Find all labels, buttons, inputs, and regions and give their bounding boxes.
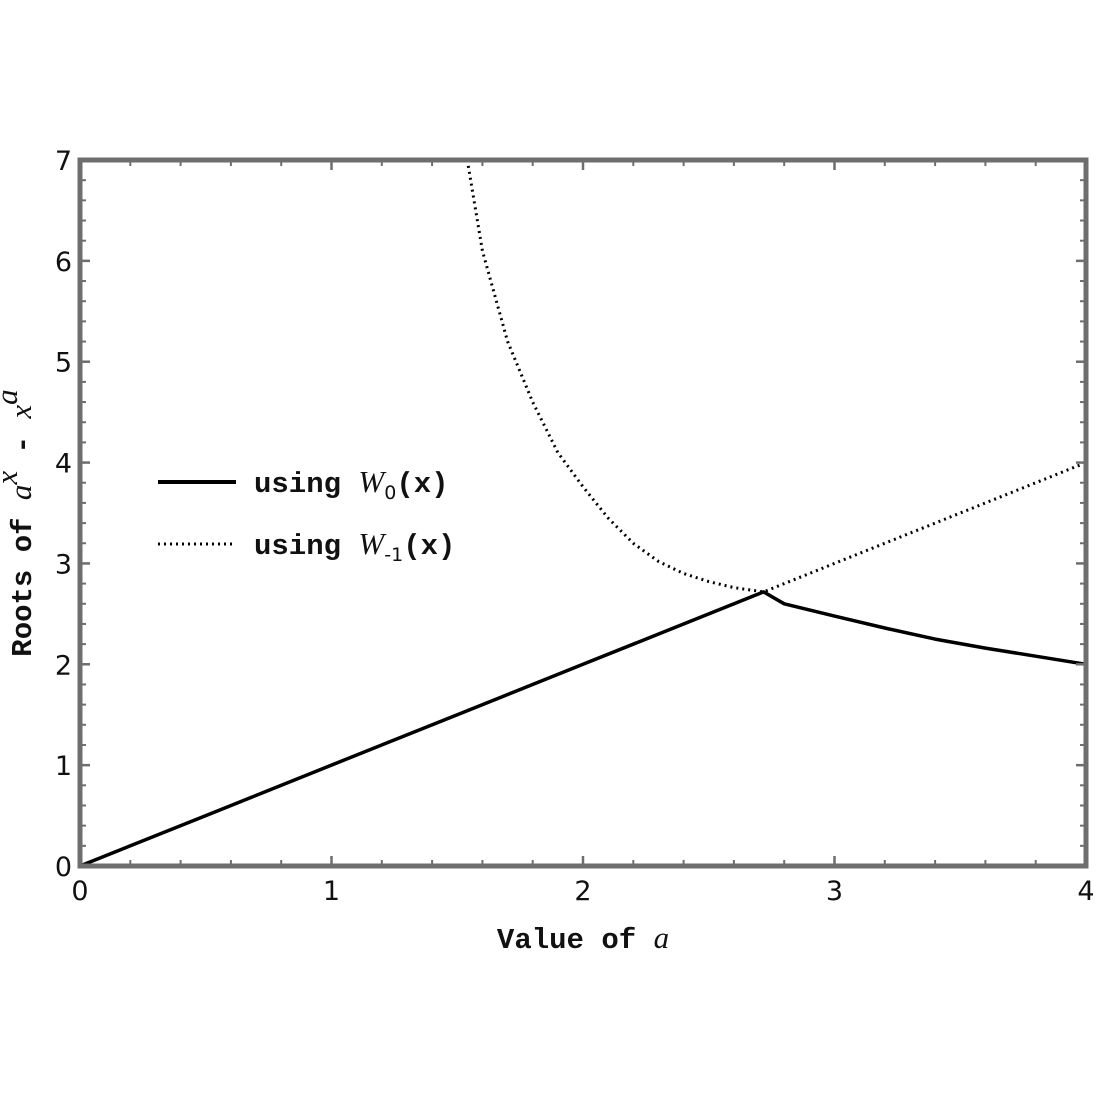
legend-label-w0: using W0(x) <box>254 464 449 504</box>
y-axis-label-prefix: Roots of <box>7 500 40 657</box>
x-axis-label: Value of a <box>497 920 669 957</box>
y-axis-label-base1: a <box>3 485 38 501</box>
series-line-wm1 <box>465 159 1087 594</box>
y-tick-label: 5 <box>55 348 72 379</box>
y-tick-label: 6 <box>55 247 72 278</box>
legend: using W0(x) using W-1(x) <box>158 464 455 566</box>
legend-w0-fn: W <box>358 464 387 499</box>
y-axis-label-sup1: x <box>0 471 24 486</box>
y-tick-label: 4 <box>55 449 72 480</box>
axis-ticks <box>78 158 1088 868</box>
y-tick-label: 1 <box>55 751 72 782</box>
plot-frame <box>77 157 1089 869</box>
x-tick-label: 3 <box>826 876 843 907</box>
legend-wm1-fn: W <box>358 526 387 561</box>
series-line-w0 <box>79 590 1087 868</box>
legend-label-wm1: using W-1(x) <box>254 526 455 566</box>
plot-area <box>79 159 1087 868</box>
y-tick-label: 3 <box>55 549 72 580</box>
tick-labels: 0 1 2 3 4 0 1 2 3 4 5 6 7 <box>55 146 1095 907</box>
y-axis-label: Roots of ax - xa <box>0 389 40 656</box>
y-tick-label: 2 <box>55 650 72 681</box>
x-axis-label-var: a <box>654 920 670 955</box>
x-tick-label: 0 <box>71 876 88 907</box>
x-tick-label: 2 <box>574 876 591 907</box>
x-tick-label: 1 <box>323 876 340 907</box>
legend-wm1-post: (x) <box>403 530 455 563</box>
x-axis-label-text: Value of <box>497 924 654 957</box>
legend-w0-pre: using <box>254 468 358 501</box>
legend-w0-post: (x) <box>396 468 448 501</box>
legend-w0-sub: 0 <box>384 482 396 504</box>
y-tick-label: 0 <box>55 852 72 883</box>
y-axis-label-minus: - <box>7 419 40 471</box>
y-axis-label-sup2: a <box>0 389 24 405</box>
y-axis-label-base2: x <box>3 405 38 420</box>
y-tick-label: 7 <box>55 146 72 177</box>
legend-wm1-sub: -1 <box>384 544 403 566</box>
legend-wm1-pre: using <box>254 530 358 563</box>
x-tick-label: 4 <box>1077 876 1094 907</box>
